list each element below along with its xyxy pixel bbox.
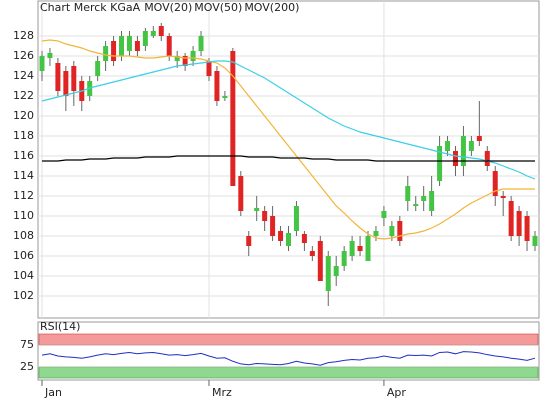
candle-body [47, 53, 53, 58]
y-tick-label: 118 [13, 129, 34, 142]
candle-body [333, 266, 339, 276]
candle-body [95, 61, 101, 76]
y-tick-label: 120 [13, 109, 34, 122]
candle-body [468, 141, 474, 151]
candle-body [238, 176, 244, 211]
candle-body [55, 63, 61, 91]
candle-body [389, 226, 395, 236]
candle-body [413, 204, 419, 206]
candle-body [476, 136, 482, 141]
moving-average-line [42, 155, 535, 162]
candle-body [445, 141, 451, 151]
candle-body [262, 211, 268, 221]
candle-body [198, 36, 204, 51]
candle-body [222, 96, 228, 98]
y-tick-label: 25 [20, 360, 34, 373]
candle-body [150, 31, 156, 36]
candle-body [254, 208, 260, 211]
y-tick-label: 104 [13, 269, 34, 282]
y-tick-label: 122 [13, 89, 34, 102]
candle-body [492, 171, 498, 196]
candle-body [317, 241, 323, 281]
candle-body [460, 136, 466, 166]
candle-body [230, 51, 236, 186]
moving-average-line [41, 39, 535, 240]
candle-body [397, 221, 403, 241]
candle-body [301, 234, 307, 243]
chart-title: Chart Merck KGaA [40, 1, 141, 14]
candle-body [349, 241, 355, 256]
candle-body [293, 206, 299, 231]
candle-body [126, 36, 132, 51]
candle-body [452, 151, 458, 166]
x-tick-label: Apr [387, 386, 407, 399]
lower-band [38, 366, 539, 379]
rsi-line [41, 351, 536, 366]
candle-body [484, 151, 490, 166]
candle-body [39, 56, 45, 71]
candle-body [158, 26, 164, 36]
candle-body [190, 51, 196, 61]
candle-body [71, 66, 77, 91]
candle-body [508, 201, 514, 236]
candle-body [421, 196, 427, 201]
upper-band [38, 333, 539, 346]
candle-body [134, 41, 140, 51]
y-tick-label: 108 [13, 229, 34, 242]
x-tick-label: Jan [44, 386, 62, 399]
candle-body [437, 146, 443, 181]
candle-body [286, 233, 291, 246]
candle-body [516, 211, 522, 236]
candle-body [270, 216, 276, 236]
x-tick-label: Mrz [212, 386, 232, 399]
candle-body [325, 256, 331, 291]
y-tick-label: 124 [13, 69, 34, 82]
candle-body [532, 236, 538, 246]
y-tick-label: 126 [13, 49, 34, 62]
candle-body [103, 46, 109, 61]
y-tick-label: 102 [13, 289, 34, 302]
candle-body [357, 246, 363, 251]
candle-body [206, 61, 212, 76]
candle-body [309, 251, 315, 256]
candle-body [278, 231, 284, 241]
y-tick-label: 112 [13, 189, 34, 202]
candle-body [365, 236, 371, 261]
candle-body [524, 216, 530, 241]
candle-body [214, 71, 220, 101]
y-tick-label: 106 [13, 249, 34, 262]
legend-entry: MOV(50) [194, 1, 242, 14]
candle-body [405, 186, 411, 201]
candle-body [174, 56, 180, 61]
candle-body [142, 31, 148, 46]
legend-entry: MOV(20) [144, 1, 192, 14]
candle-body [373, 231, 379, 236]
moving-average-line [41, 60, 536, 180]
rsi-title: RSI(14) [40, 320, 80, 333]
y-tick-label: 75 [20, 338, 34, 351]
candle-body [429, 191, 435, 211]
y-tick-label: 116 [13, 149, 34, 162]
candle-body [500, 196, 506, 198]
y-tick-label: 128 [13, 29, 34, 42]
y-tick-label: 114 [13, 169, 34, 182]
candle-body [246, 236, 252, 246]
candle-body [182, 56, 188, 66]
candle-body [119, 36, 125, 56]
candle-body [381, 211, 387, 218]
y-tick-label: 110 [13, 209, 34, 222]
candle-body [341, 251, 347, 266]
candle-body [111, 41, 117, 61]
candle-body [63, 71, 69, 96]
legend-entry: MOV(200) [244, 1, 299, 14]
candle-body [166, 36, 172, 56]
